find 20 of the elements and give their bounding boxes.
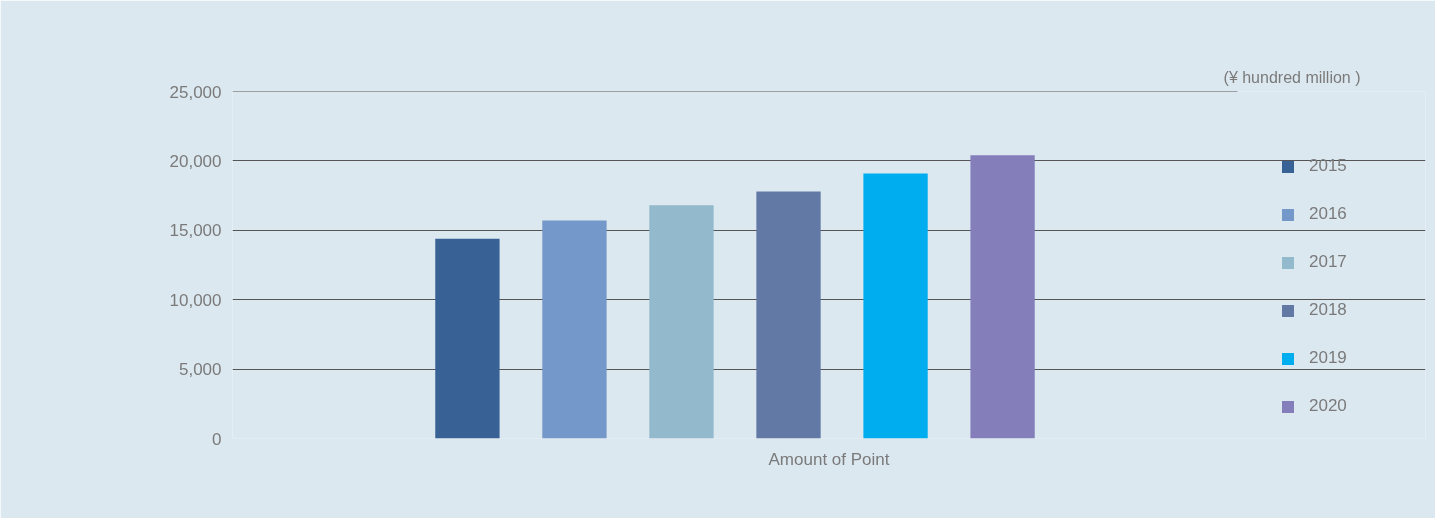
bar (649, 205, 714, 439)
y-tick-label: 10,000 (169, 290, 222, 310)
legend-label: 2017 (1309, 252, 1347, 272)
bar (542, 220, 607, 439)
legend-label: 2020 (1309, 396, 1347, 416)
y-tick-label: 5,000 (178, 360, 222, 380)
bar (435, 238, 500, 439)
y-tick-label: 0 (212, 429, 222, 449)
y-tick-label: 15,000 (169, 221, 222, 241)
y-axis-title: (¥ hundred million ) (1223, 68, 1361, 86)
legend-label: 2015 (1309, 156, 1347, 176)
bar (863, 173, 928, 439)
bar (970, 155, 1035, 439)
x-axis-title: Amount of Point (768, 449, 890, 469)
legend-label: 2018 (1309, 300, 1347, 320)
y-tick-label: 25,000 (169, 82, 222, 102)
y-tick-label: 20,000 (169, 151, 222, 171)
legend-label: 2016 (1309, 204, 1347, 224)
bar (756, 191, 821, 439)
legend-label: 2019 (1309, 348, 1347, 368)
